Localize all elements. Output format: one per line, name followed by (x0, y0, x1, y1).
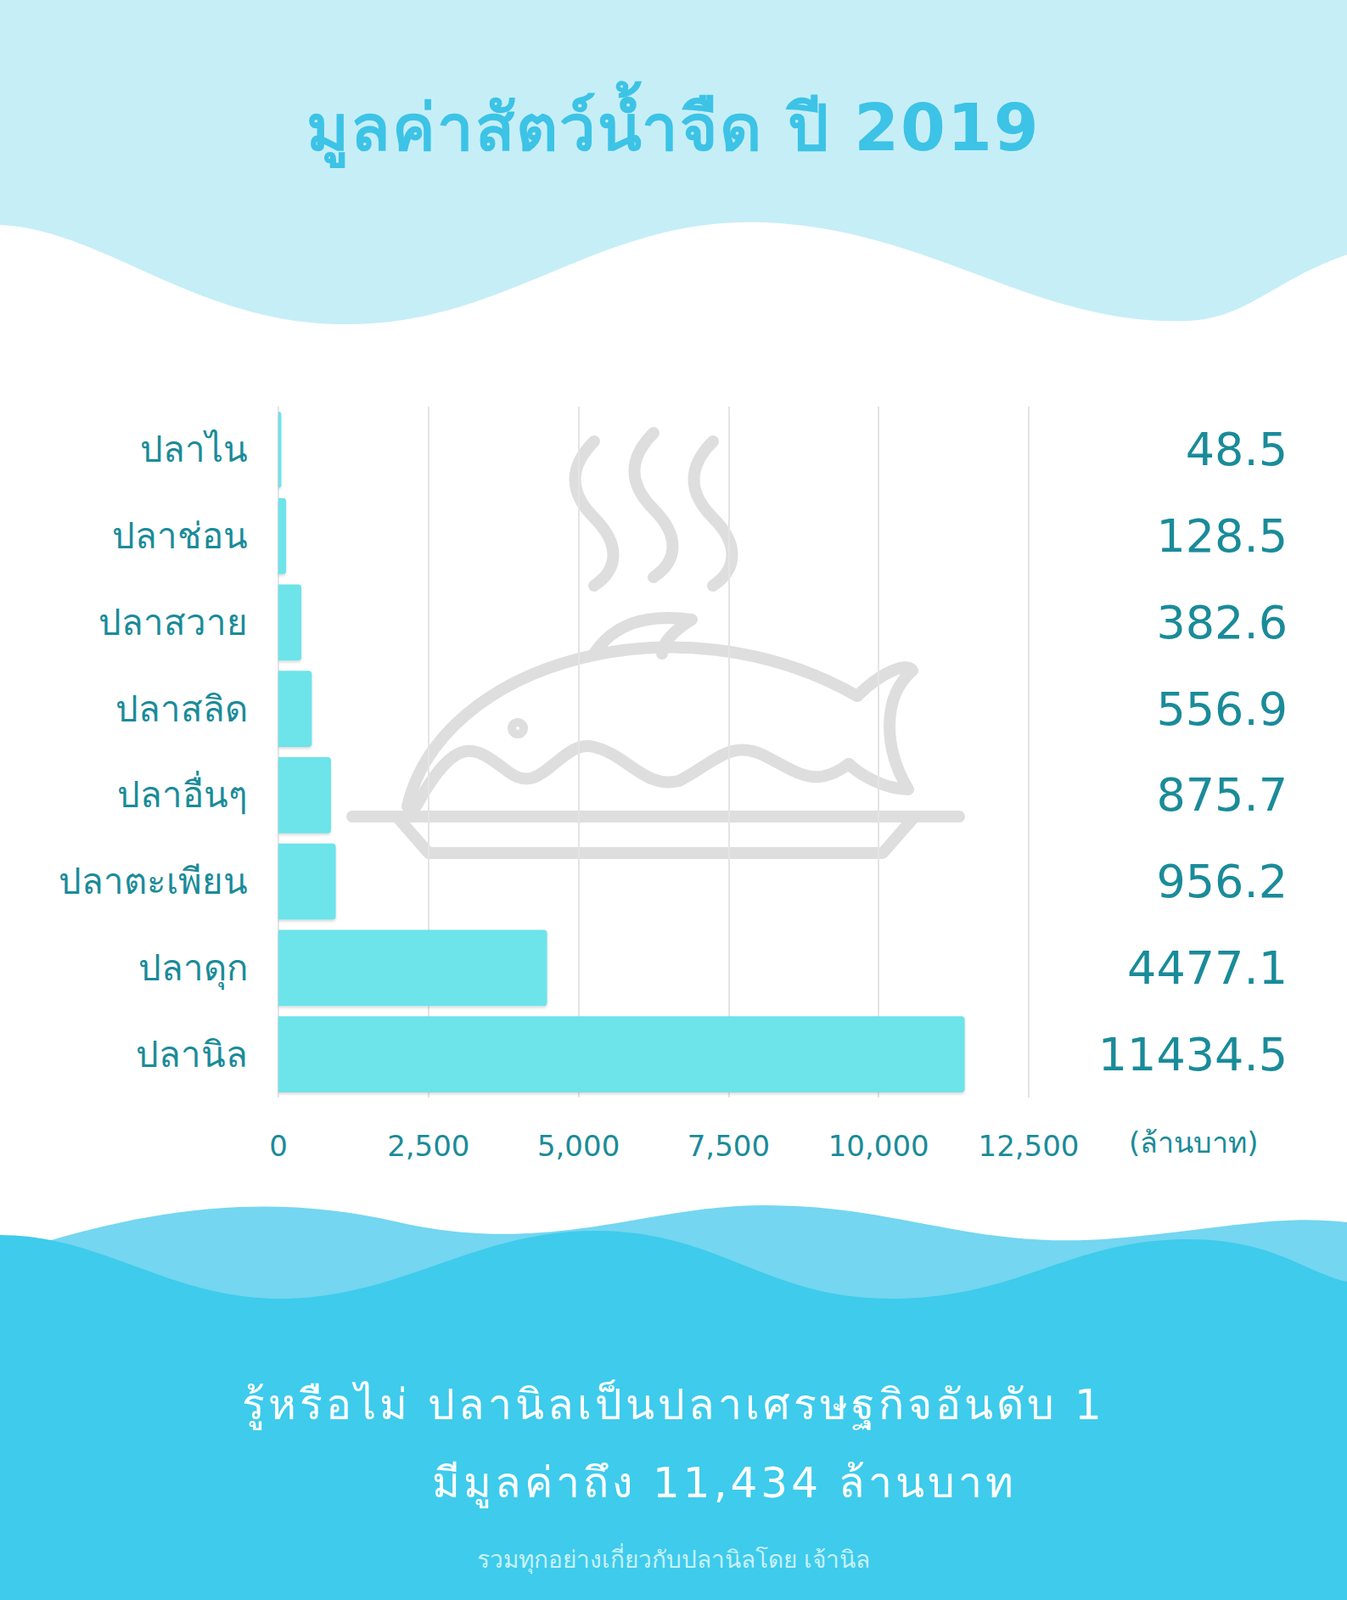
html-text:รวมทุกอย่างเกี่ยวกับปลานิลโดย: รวมทุกอย่างเกี่ยวกับปลานิลโดย เจ้านิล (476, 1545, 871, 1574)
svg-text:12,500: 12,500 (978, 1128, 1080, 1163)
svg-text:10,000: 10,000 (828, 1128, 930, 1163)
svg-text:382.6: 382.6 (1156, 595, 1288, 650)
svg-text:7,500: 7,500 (687, 1128, 770, 1163)
svg-text:ปลาดุก: ปลาดุก (138, 947, 248, 991)
html-text:รู้หรือไม่ ปลานิลเป็นปลาเศรษฐก: รู้หรือไม่ ปลานิลเป็นปลาเศรษฐกิจอันดับ 1 (242, 1380, 1105, 1430)
svg-text:0: 0 (269, 1128, 288, 1163)
svg-text:ปลาสวาย: ปลาสวาย (98, 601, 248, 644)
svg-text:128.5: 128.5 (1156, 509, 1288, 563)
svg-text:956.2: 956.2 (1156, 854, 1288, 909)
svg-text:ปลาสลิด: ปลาสลิด (115, 688, 248, 730)
svg-text:ปลาไน: ปลาไน (140, 428, 248, 471)
svg-text:556.9: 556.9 (1156, 682, 1288, 736)
svg-text:ปลาตะเพียน: ปลาตะเพียน (58, 860, 248, 903)
svg-text:4477.1: 4477.1 (1127, 941, 1288, 995)
html-text:มูลค่าสัตว์น้ำจืด ปี 2019: มูลค่าสัตว์น้ำจืด ปี 2019 (306, 89, 1041, 166)
html-text:มีมูลค่าถึง 11,434 ล้านบาท: มีมูลค่าถึง 11,434 ล้านบาท (432, 1458, 1017, 1508)
svg-text:875.7: 875.7 (1156, 768, 1288, 822)
svg-text:ปลานิล: ปลานิล (135, 1033, 248, 1076)
svg-text:2,500: 2,500 (387, 1128, 470, 1163)
svg-text:ปลาช่อน: ปลาช่อน (112, 515, 248, 557)
svg-text:5,000: 5,000 (537, 1128, 620, 1163)
svg-text:ปลาอื่นๆ: ปลาอื่นๆ (117, 770, 248, 816)
svg-text:48.5: 48.5 (1185, 422, 1288, 477)
svg-text:11434.5: 11434.5 (1098, 1027, 1288, 1082)
svg-text:(ล้านบาท): (ล้านบาท) (1128, 1125, 1259, 1160)
